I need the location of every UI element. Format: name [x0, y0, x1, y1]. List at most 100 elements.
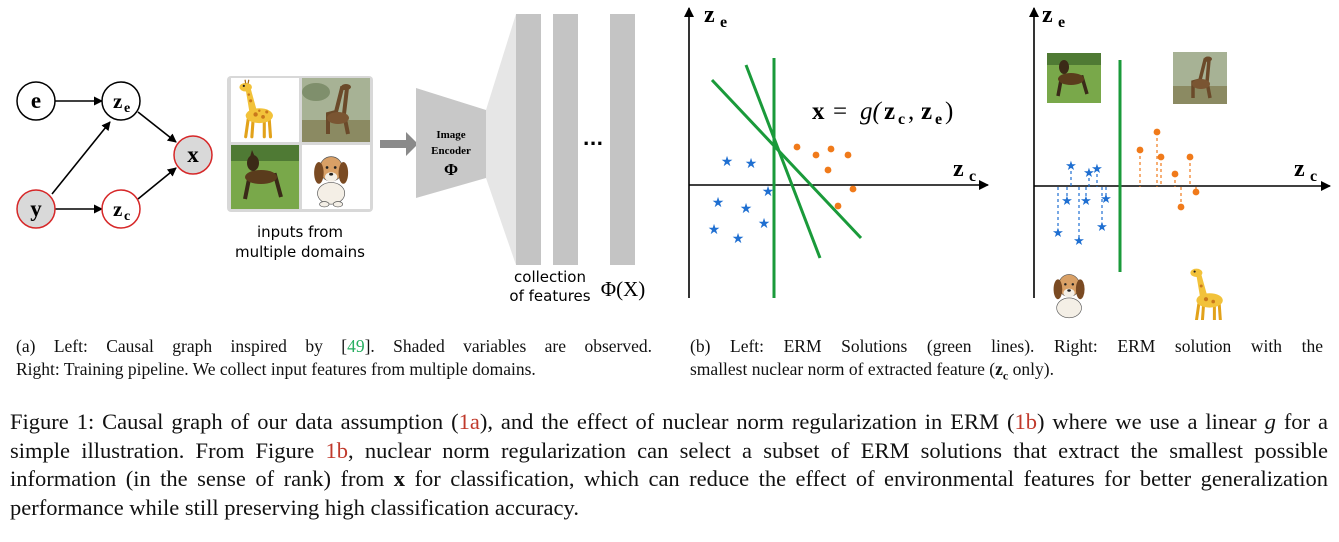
dot-point	[1186, 153, 1194, 161]
dot-point	[793, 143, 801, 151]
dog-cartoon-image	[302, 145, 370, 209]
star-point: ★	[762, 185, 775, 200]
edge-ze-x	[137, 111, 177, 143]
star-point: ★	[708, 223, 721, 238]
giraffe-cartoon-image	[1188, 267, 1225, 320]
dog-photo-image	[231, 145, 299, 209]
star-point: ★	[1061, 193, 1073, 208]
dot-point	[812, 151, 820, 159]
encoder-label-line2: Encoder	[431, 145, 471, 157]
domains-label-line1: inputs from	[257, 223, 343, 241]
feature-projection	[486, 14, 516, 265]
erm-line-shallow	[710, 78, 863, 240]
node-e: e	[16, 81, 56, 121]
eq-g: g(	[860, 98, 883, 125]
dot-point	[1153, 128, 1161, 136]
eq-close: )	[945, 98, 953, 125]
ref-fig-1b-second[interactable]: 1b	[325, 437, 349, 463]
subcaption-b-line1: (b) Left: ERM Solutions (green lines). R…	[690, 336, 1323, 356]
erm-solutions-plot: z e z c x = g( z c , z e ) ★ ★ ★ ★ ★ ★ ★…	[684, 2, 989, 298]
node-zc-label: z	[113, 197, 122, 221]
blue-star-points: ★ ★ ★ ★ ★ ★ ★ ★ ★	[1052, 158, 1112, 248]
domains-label-line2: multiple domains	[235, 243, 365, 261]
edge-zc-x	[137, 167, 177, 200]
dot-point	[849, 185, 857, 193]
min-nuclear-norm-plot: z e z c ★ ★ ★ ★ ★ ★	[1029, 2, 1331, 320]
features-label-line2: of features	[509, 287, 590, 305]
dot-point	[1136, 146, 1144, 154]
erm-line-steep	[744, 64, 822, 259]
feature-bar	[610, 14, 635, 265]
dot-point	[1192, 188, 1200, 196]
causal-graph: e y z e z c x	[16, 81, 213, 229]
star-point: ★	[1080, 193, 1092, 208]
dot-point	[1171, 170, 1179, 178]
star-point: ★	[758, 217, 771, 232]
dot-point	[1177, 203, 1185, 211]
training-pipeline: inputs from multiple domains Image Encod…	[227, 14, 646, 305]
dot-point	[1157, 153, 1165, 161]
dot-point	[824, 166, 832, 174]
star-point: ★	[721, 155, 734, 170]
star-point: ★	[740, 202, 753, 217]
citation-link[interactable]: 49	[347, 336, 365, 356]
y-axis-label-subscript: e	[1058, 14, 1065, 31]
ref-fig-1b[interactable]: 1b	[1014, 409, 1037, 434]
encoder-symbol: Φ	[444, 160, 458, 179]
star-point: ★	[1073, 233, 1085, 248]
phi-x-label: Φ(X)	[601, 277, 646, 301]
dog-cartoon-image	[1053, 274, 1085, 319]
feature-bar	[516, 14, 541, 265]
ref-fig-1a[interactable]: 1a	[458, 409, 480, 434]
subcaption-b-line2: smallest nuclear norm of extracted featu…	[690, 359, 1054, 383]
star-point: ★	[745, 157, 758, 172]
dot-point	[834, 202, 842, 210]
star-point: ★	[1083, 165, 1095, 180]
star-point: ★	[712, 196, 725, 211]
orange-projection-lines	[1139, 132, 1197, 206]
eq-equals: =	[833, 98, 847, 125]
y-axis-label: z	[704, 2, 715, 28]
node-e-label: e	[31, 88, 41, 113]
eq-x: x	[812, 98, 825, 125]
giraffe-photo-image	[302, 78, 370, 142]
eq-zc: z	[884, 98, 895, 125]
orange-dot-points	[1136, 128, 1200, 211]
image-encoder: Image Encoder Φ	[416, 88, 486, 198]
node-y-label: y	[30, 196, 42, 221]
giraffe-cartoon-image	[231, 78, 299, 142]
star-point: ★	[1052, 225, 1064, 240]
node-zc-subscript: c	[124, 209, 130, 224]
node-x: x	[173, 135, 213, 175]
node-ze: z e	[101, 81, 141, 121]
star-point: ★	[1091, 161, 1103, 176]
orange-dot-points	[793, 143, 857, 210]
features-ellipsis: ...	[583, 129, 604, 150]
subcaption-b: (b) Left: ERM Solutions (green lines). R…	[690, 335, 1323, 388]
arrow-to-encoder	[380, 132, 418, 156]
node-ze-label: z	[113, 89, 122, 113]
feature-bar	[553, 14, 578, 265]
eq-zc-subscript: c	[898, 111, 905, 128]
star-point: ★	[1096, 219, 1108, 234]
graph-edges	[51, 96, 177, 214]
blue-projection-lines	[1057, 165, 1107, 240]
domain-images-grid	[227, 76, 373, 212]
x-axis-label-subscript: c	[1310, 168, 1317, 185]
x-axis-label: z	[1294, 156, 1305, 182]
erm-solution-lines	[710, 58, 863, 298]
giraffe-photo-image	[1173, 52, 1227, 104]
encoder-label-line1: Image	[436, 129, 465, 141]
eq-ze: z	[921, 98, 932, 125]
x-axis-label: z	[953, 156, 964, 182]
eq-comma: ,	[908, 98, 914, 125]
subcaption-a-line2: Right: Training pipeline. We collect inp…	[16, 359, 536, 379]
feature-bars: ...	[516, 14, 635, 265]
x-axis-label-subscript: c	[969, 168, 976, 185]
figure-caption: Figure 1: Causal graph of our data assum…	[10, 409, 1328, 520]
node-zc: z c	[101, 189, 141, 229]
node-y: y	[16, 189, 56, 229]
blue-star-points: ★ ★ ★ ★ ★ ★ ★ ★	[708, 155, 775, 247]
node-x-label: x	[187, 142, 199, 167]
star-point: ★	[732, 232, 745, 247]
